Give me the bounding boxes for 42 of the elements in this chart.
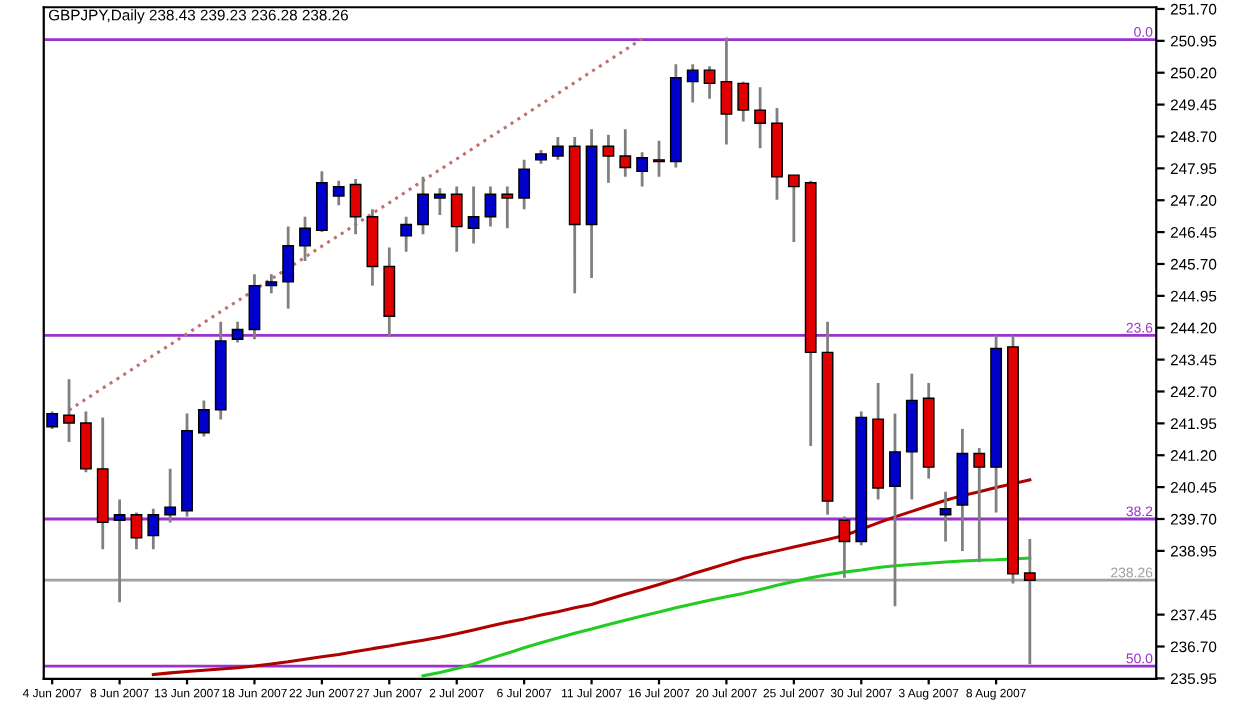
candlestick	[147, 507, 160, 551]
candlestick	[130, 511, 143, 551]
candlestick	[484, 185, 497, 228]
candlestick	[518, 158, 531, 211]
candlestick	[265, 272, 278, 295]
candlestick	[400, 215, 413, 254]
candlestick	[113, 498, 126, 604]
candlestick	[63, 377, 75, 444]
candlestick	[737, 80, 750, 123]
candlestick	[703, 64, 716, 101]
candlestick	[450, 185, 463, 254]
candlestick	[653, 139, 665, 179]
candlestick	[838, 515, 851, 580]
candlestick	[619, 127, 632, 179]
line-series	[67, 37, 644, 412]
candlestick	[248, 272, 261, 341]
candlestick	[164, 467, 177, 524]
candlestick	[332, 179, 345, 207]
candlestick	[501, 185, 514, 230]
candlestick	[939, 490, 952, 543]
candlestick	[231, 320, 244, 344]
candlestick	[720, 36, 733, 146]
line-series	[151, 478, 1032, 677]
candlestick	[467, 185, 480, 245]
candlestick	[433, 186, 446, 217]
candlestick	[787, 173, 800, 244]
candlestick	[197, 399, 210, 438]
candlestick	[551, 135, 564, 162]
candlestick	[754, 85, 767, 150]
candlestick	[636, 150, 649, 189]
candlestick	[889, 412, 901, 608]
candlestick	[1023, 537, 1036, 666]
candlestick	[282, 225, 295, 310]
candlestick	[315, 169, 328, 234]
candlestick	[349, 177, 362, 236]
candlestick	[602, 133, 615, 185]
candlestick	[299, 215, 311, 263]
candlestick	[79, 410, 92, 474]
candlestick	[417, 175, 429, 236]
candlestick	[686, 62, 699, 104]
line-series	[421, 556, 1032, 678]
candlestick	[973, 446, 986, 564]
